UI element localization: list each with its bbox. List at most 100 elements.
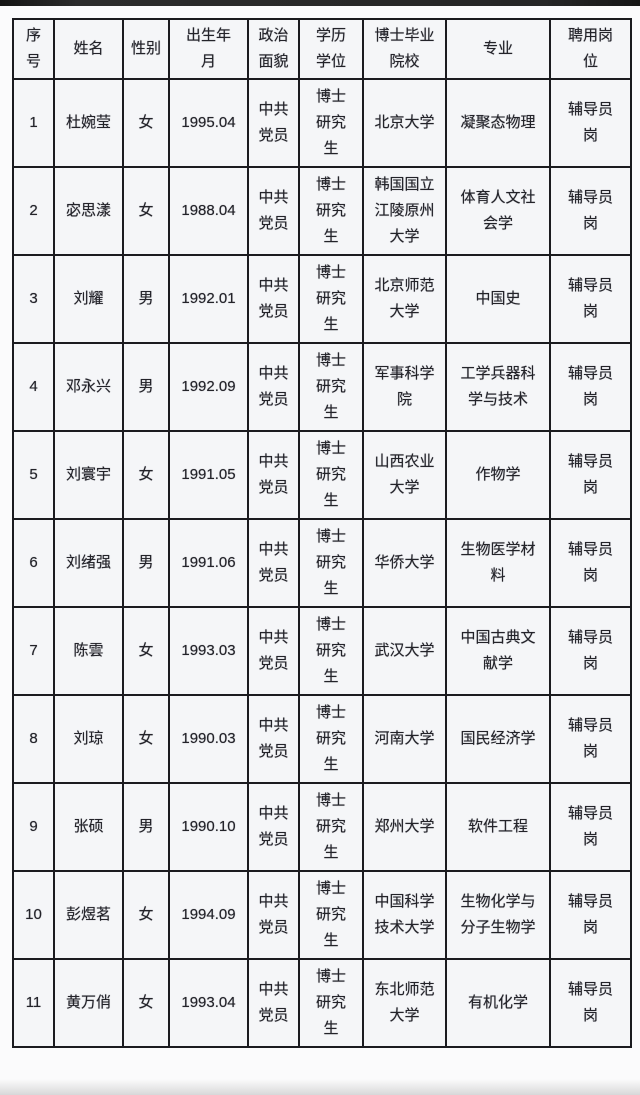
cell-no: 11 xyxy=(12,958,55,1048)
cell-name: 邓永兴 xyxy=(53,342,124,432)
cell-no: 10 xyxy=(12,870,55,960)
cell-major: 有机化学 xyxy=(445,958,551,1048)
cell-phd-school: 东北师范 大学 xyxy=(362,958,447,1048)
cell-birth-date: 1990.03 xyxy=(168,694,249,784)
cell-no: 1 xyxy=(12,78,55,168)
cell-degree: 博士 研究 生 xyxy=(298,430,364,520)
table-row: 1 杜婉莹女 1995.04 中共 党员 博士 研究 生北京大学 凝聚态物理 辅导员 岗 xyxy=(12,78,632,168)
cell-name: 刘耀 xyxy=(53,254,124,344)
cell-position: 辅导员 岗 xyxy=(549,694,632,784)
cell-political-status: 中共 党员 xyxy=(247,166,300,256)
cell-no: 3 xyxy=(12,254,55,344)
recruitment-candidates-table: 序 号姓名 性别 出生年 月政治 面貌 学历 学位 博士毕业 院校 专业 聘用岗 位 1 杜婉… xyxy=(12,18,632,1048)
table-row: 8 刘琼女 1990.03 中共 党员 博士 研究 生河南大学 国民经济学 辅导员 岗 xyxy=(12,694,632,784)
cell-no: 9 xyxy=(12,782,55,872)
cell-position: 辅导员 岗 xyxy=(549,518,632,608)
cell-position: 辅导员 岗 xyxy=(549,782,632,872)
cell-birth-date: 1993.04 xyxy=(168,958,249,1048)
cell-major: 工学兵器科 学与技术 xyxy=(445,342,551,432)
cell-gender: 女 xyxy=(122,958,170,1048)
cell-birth-date: 1995.04 xyxy=(168,78,249,168)
cell-major: 凝聚态物理 xyxy=(445,78,551,168)
cell-political-status: 中共 党员 xyxy=(247,694,300,784)
cell-position: 辅导员 岗 xyxy=(549,430,632,520)
cell-name: 黄万俏 xyxy=(53,958,124,1048)
cell-major: 生物医学材 料 xyxy=(445,518,551,608)
header-row: 序 号姓名 性别 出生年 月政治 面貌 学历 学位 博士毕业 院校 专业 聘用岗 位 xyxy=(12,18,632,80)
cell-birth-date: 1994.09 xyxy=(168,870,249,960)
cell-position: 辅导员 岗 xyxy=(549,342,632,432)
cell-name: 刘绪强 xyxy=(53,518,124,608)
cell-phd-school: 郑州大学 xyxy=(362,782,447,872)
cell-birth-date: 1990.10 xyxy=(168,782,249,872)
cell-gender: 男 xyxy=(122,782,170,872)
cell-position: 辅导员 岗 xyxy=(549,254,632,344)
cell-phd-school: 中国科学 技术大学 xyxy=(362,870,447,960)
cell-no: 6 xyxy=(12,518,55,608)
cell-political-status: 中共 党员 xyxy=(247,958,300,1048)
table-row: 11 黄万俏女 1993.04 中共 党员 博士 研究 生东北师范 大学 有机化学 辅导员 … xyxy=(12,958,632,1048)
cell-major: 软件工程 xyxy=(445,782,551,872)
cell-degree: 博士 研究 生 xyxy=(298,606,364,696)
cell-position: 辅导员 岗 xyxy=(549,166,632,256)
cell-degree: 博士 研究 生 xyxy=(298,870,364,960)
cell-birth-date: 1992.09 xyxy=(168,342,249,432)
cell-no: 2 xyxy=(12,166,55,256)
table-row: 10 彭煜茗女 1994.09 中共 党员 博士 研究 生中国科学 技术大学 生物化学与 … xyxy=(12,870,632,960)
table-row: 6 刘绪强男 1991.06 中共 党员 博士 研究 生华侨大学 生物医学材 料辅导员 岗 xyxy=(12,518,632,608)
column-header-gender: 性别 xyxy=(122,18,170,80)
cell-major: 生物化学与 分子生物学 xyxy=(445,870,551,960)
top-dark-band xyxy=(0,0,640,6)
cell-phd-school: 河南大学 xyxy=(362,694,447,784)
cell-major: 国民经济学 xyxy=(445,694,551,784)
column-header-political-status: 政治 面貌 xyxy=(247,18,300,80)
cell-gender: 男 xyxy=(122,342,170,432)
cell-birth-date: 1993.03 xyxy=(168,606,249,696)
cell-major: 中国古典文 献学 xyxy=(445,606,551,696)
cell-political-status: 中共 党员 xyxy=(247,606,300,696)
cell-political-status: 中共 党员 xyxy=(247,254,300,344)
column-header-major: 专业 xyxy=(445,18,551,80)
cell-degree: 博士 研究 生 xyxy=(298,518,364,608)
cell-name: 张硕 xyxy=(53,782,124,872)
cell-phd-school: 北京师范 大学 xyxy=(362,254,447,344)
cell-political-status: 中共 党员 xyxy=(247,78,300,168)
column-header-degree: 学历 学位 xyxy=(298,18,364,80)
cell-position: 辅导员 岗 xyxy=(549,78,632,168)
table-row: 7 陈雲女 1993.03 中共 党员 博士 研究 生武汉大学 中国古典文 献学 辅导员 岗 xyxy=(12,606,632,696)
cell-political-status: 中共 党员 xyxy=(247,342,300,432)
cell-degree: 博士 研究 生 xyxy=(298,254,364,344)
table-row: 2 宓思漾女 1988.04 中共 党员 博士 研究 生韩国国立 江陵原州 大学 体育人文… xyxy=(12,166,632,256)
cell-political-status: 中共 党员 xyxy=(247,518,300,608)
cell-gender: 女 xyxy=(122,430,170,520)
cell-degree: 博士 研究 生 xyxy=(298,342,364,432)
column-header-position: 聘用岗 位 xyxy=(549,18,632,80)
cell-birth-date: 1991.05 xyxy=(168,430,249,520)
table-row: 9 张硕男 1990.10 中共 党员 博士 研究 生郑州大学 软件工程 辅导员 岗 xyxy=(12,782,632,872)
cell-phd-school: 军事科学 院 xyxy=(362,342,447,432)
cell-political-status: 中共 党员 xyxy=(247,430,300,520)
cell-name: 陈雲 xyxy=(53,606,124,696)
column-header-no: 序 号 xyxy=(12,18,55,80)
cell-major: 作物学 xyxy=(445,430,551,520)
column-header-phd-school: 博士毕业 院校 xyxy=(362,18,447,80)
cell-degree: 博士 研究 生 xyxy=(298,958,364,1048)
cell-gender: 男 xyxy=(122,518,170,608)
table-row: 4 邓永兴男 1992.09 中共 党员 博士 研究 生军事科学 院工学兵器科 学与技术… xyxy=(12,342,632,432)
cell-gender: 女 xyxy=(122,606,170,696)
cell-position: 辅导员 岗 xyxy=(549,870,632,960)
column-header-name: 姓名 xyxy=(53,18,124,80)
cell-gender: 男 xyxy=(122,254,170,344)
cell-phd-school: 山西农业 大学 xyxy=(362,430,447,520)
cell-gender: 女 xyxy=(122,694,170,784)
cell-birth-date: 1991.06 xyxy=(168,518,249,608)
cell-degree: 博士 研究 生 xyxy=(298,694,364,784)
cell-degree: 博士 研究 生 xyxy=(298,782,364,872)
cell-no: 8 xyxy=(12,694,55,784)
cell-gender: 女 xyxy=(122,870,170,960)
cell-major: 体育人文社 会学 xyxy=(445,166,551,256)
cell-phd-school: 华侨大学 xyxy=(362,518,447,608)
bottom-shadow-strip xyxy=(0,1079,640,1095)
cell-no: 4 xyxy=(12,342,55,432)
